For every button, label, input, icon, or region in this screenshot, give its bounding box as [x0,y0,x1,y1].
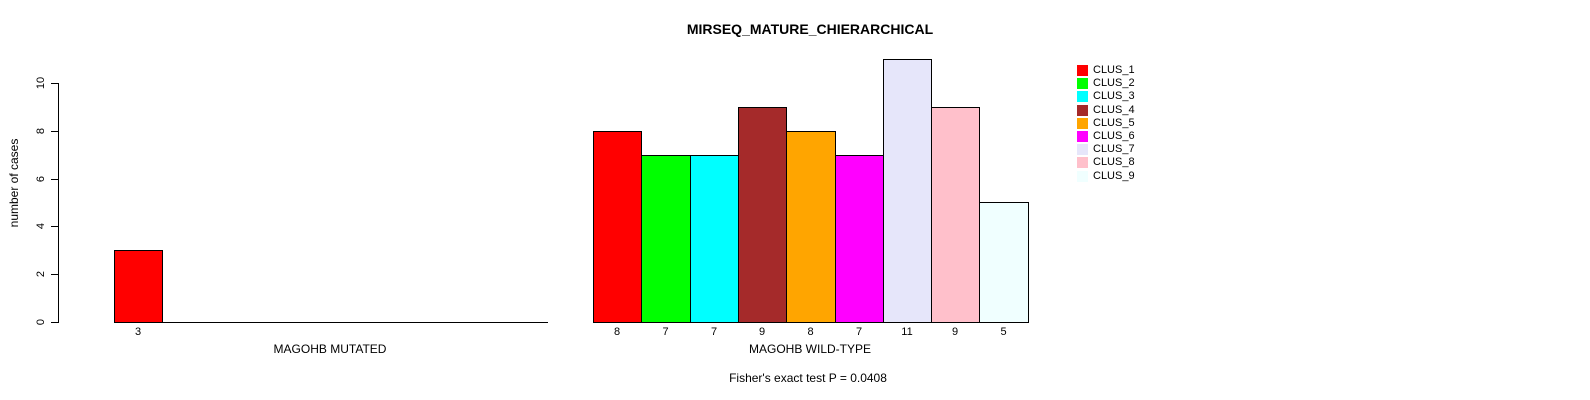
y-axis-tick-label: 4 [35,222,47,230]
legend-item: CLUS_8 [1077,156,1135,169]
legend-item-label: CLUS_2 [1093,77,1135,90]
y-axis-line [58,83,59,323]
y-axis-tick-label: 8 [35,127,47,135]
legend-swatch-icon [1077,78,1088,90]
legend-swatch-icon [1077,117,1088,129]
legend-item: CLUS_2 [1077,77,1135,90]
bar-clus_1 [114,250,163,323]
legend-swatch-icon [1077,157,1088,169]
y-axis-tick-label: 6 [35,175,47,183]
fisher-test-annotation: Fisher's exact test P = 0.0408 [729,371,887,385]
legend-item-label: CLUS_7 [1093,143,1135,156]
legend-swatch-icon [1077,104,1088,116]
y-axis-tick [51,226,58,227]
bar-clus_3 [690,155,739,323]
bar-value-label: 9 [951,326,959,338]
x-axis-label-wildtype: MAGOHB WILD-TYPE [748,342,872,356]
x-axis-baseline [114,322,548,323]
y-axis-tick [51,274,58,275]
legend-item-label: CLUS_3 [1093,90,1135,103]
legend-item: CLUS_7 [1077,143,1135,156]
legend-item: CLUS_3 [1077,90,1135,103]
legend-item-label: CLUS_5 [1093,116,1135,129]
bar-value-label: 5 [1000,326,1007,338]
legend-swatch-icon [1077,144,1088,156]
bar-value-label: 8 [613,326,621,338]
y-axis-tick [51,131,58,132]
bar-value-label: 3 [134,326,142,338]
legend-swatch-icon [1077,91,1088,103]
bar-clus_6 [835,155,884,323]
y-axis-tick [51,179,58,180]
legend-swatch-icon [1077,170,1088,182]
y-axis-tick [51,322,58,323]
bar-clus_1 [593,131,642,323]
legend-item: CLUS_4 [1077,104,1135,117]
legend-item: CLUS_6 [1077,130,1135,143]
legend-item-label: CLUS_6 [1093,130,1135,143]
legend-item-label: CLUS_8 [1093,156,1135,169]
bar-value-label: 9 [758,326,766,338]
legend-item: CLUS_5 [1077,117,1135,130]
legend-swatch-icon [1077,131,1088,143]
legend-item: CLUS_9 [1077,170,1135,183]
legend-item-label: CLUS_4 [1093,103,1135,116]
bar-clus_7 [883,59,932,323]
y-axis-tick-label: 0 [35,318,47,326]
legend-swatch-icon [1077,65,1088,77]
bar-clus_2 [641,155,691,323]
bar-value-label: 8 [807,326,814,338]
legend: CLUS_1 CLUS_2 CLUS_3 CLUS_4 CLUS_5 CLUS_6 CLUS… [1077,64,1135,183]
bar-value-label: 7 [710,326,718,338]
y-axis-tick-label: 2 [35,270,47,278]
legend-item-label: CLUS_1 [1093,64,1135,77]
bar-clus_4 [738,107,787,323]
x-axis-label-mutated: MAGOHB MUTATED [273,342,387,356]
legend-item-label: CLUS_9 [1093,169,1135,182]
y-axis-tick [51,83,58,84]
y-axis-tick-label: 10 [35,76,47,90]
bar-clus_5 [786,131,836,323]
bar-clus_8 [931,107,980,323]
legend-item: CLUS_1 [1077,64,1135,77]
chart-title: MIRSEQ_MATURE_CHIERARCHICAL [686,21,934,37]
bar-value-label: 7 [855,326,863,338]
bar-value-label: 7 [662,326,669,338]
bar-clus_9 [979,202,1029,323]
bar-value-label: 11 [901,326,913,338]
